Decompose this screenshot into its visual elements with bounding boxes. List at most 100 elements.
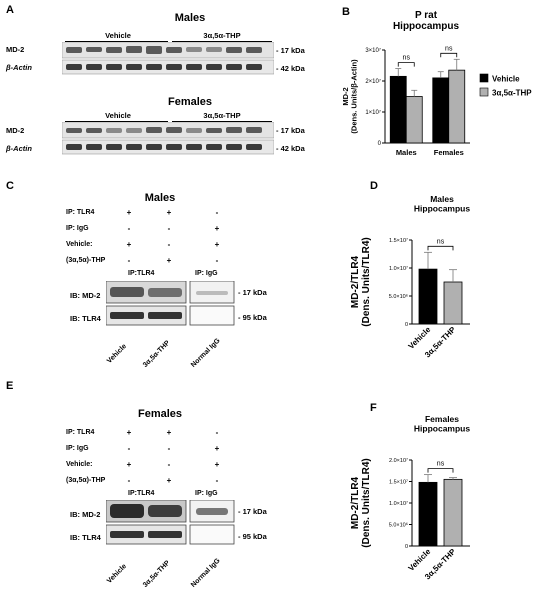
panel-a-females-kda-17: - 17 kDa (276, 126, 305, 135)
e-condition-sign: + (166, 476, 172, 485)
legend-swatch (479, 87, 489, 97)
c-condition-sign: + (166, 208, 172, 217)
panel-c-title: Males (144, 192, 176, 204)
c-condition-sign: + (126, 208, 132, 217)
y-axis-label: MD-2/TLR4(Dens. Units/TLR4) (350, 237, 372, 326)
y-axis-label: MD-2/TLR4(Dens. Units/TLR4) (350, 458, 372, 547)
panel-label-f: F (370, 402, 377, 414)
panel-a-females-group-vehicle: Vehicle (105, 111, 131, 120)
y-tick-label: 0 (405, 544, 408, 550)
group-line (65, 121, 168, 122)
y-tick-label: 2×10⁷ (365, 78, 381, 85)
panel-c-blot (106, 281, 235, 326)
c-condition-sign: - (167, 240, 171, 249)
panel-c-lane-normal-igg: Normal IgG (190, 337, 222, 369)
y-tick-label: 1.5×10⁷ (389, 237, 408, 244)
e-condition-sign: - (167, 460, 171, 469)
panel-d-chart: Males Hippocampus MD-2/TLR4(Dens. Units/TL… (350, 194, 470, 359)
e-condition-sign: + (166, 428, 172, 437)
c-condition-sign: + (214, 240, 220, 249)
significance-label: ns (403, 55, 411, 62)
panel-e-lane-vehicle: Vehicle (106, 562, 129, 585)
y-tick-label: 5.0×10⁶ (389, 293, 408, 300)
bar (432, 77, 450, 144)
panel-c-kda-17: - 17 kDa (238, 288, 267, 297)
significance-label: ns (445, 45, 453, 52)
e-condition-sign: - (167, 444, 171, 453)
panel-label-e: E (6, 380, 14, 392)
panel-a-females-row-actin: β-Actin (6, 144, 32, 153)
c-condition-label: (3α,5α)-THP (66, 257, 106, 264)
group-line (172, 41, 272, 42)
y-tick-label: 2.0×10⁷ (389, 457, 408, 464)
significance-bracket (427, 468, 454, 473)
panel-a-females-row-md2: MD-2 (6, 126, 25, 135)
panel-b-chart: P rat Hippocampus MD-2(Dens. Units/β-Actin… (341, 10, 532, 157)
e-condition-label: IP: IgG (66, 445, 89, 452)
bar (389, 75, 407, 144)
panel-label-d: D (370, 180, 378, 192)
group-line (172, 121, 272, 122)
chart-title: P rat Hippocampus (393, 10, 460, 32)
panel-e-ip-igg: IP: IgG (195, 490, 218, 497)
e-condition-label: (3α,5α)-THP (66, 477, 106, 484)
significance-bracket (440, 52, 458, 58)
panel-a-males-row-actin: β-Actin (6, 63, 32, 72)
e-condition-label: IP: TLR4 (66, 429, 95, 436)
panel-c-lane-thp: 3α,5α-THP (142, 339, 172, 369)
panel-e-blot (106, 500, 235, 545)
e-condition-sign: - (127, 476, 131, 485)
panel-a-males-title: Males (174, 12, 206, 24)
group-line (65, 41, 168, 42)
e-condition-sign: + (126, 428, 132, 437)
panel-a-males-group-thp: 3α,5α-THP (203, 31, 241, 40)
bar (448, 69, 466, 144)
c-condition-sign: - (215, 256, 219, 265)
legend-label: 3α,5α-THP (492, 89, 532, 98)
panel-f-chart: Females Hippocampus MD-2/TLR4(Dens. Units/… (350, 414, 470, 581)
panel-label-b: B (342, 6, 350, 18)
panel-a-females-title: Females (167, 96, 213, 108)
e-condition-label: Vehicle: (66, 461, 93, 468)
bar (405, 96, 423, 144)
x-tick-label: Females (434, 148, 464, 157)
panel-a-females-group-thp: 3α,5α-THP (203, 111, 241, 120)
y-tick-label: 5.0×10⁶ (389, 522, 408, 529)
panel-a-males-kda-42: - 42 kDa (276, 64, 305, 73)
panel-c-kda-95: - 95 kDa (238, 313, 267, 322)
panel-a-males-row-md2: MD-2 (6, 45, 25, 54)
panel-e-row-md2: IB: MD-2 (70, 510, 101, 519)
x-tick-label: Males (396, 148, 417, 157)
y-tick-label: 1.5×10⁷ (389, 479, 408, 486)
e-condition-sign: - (215, 428, 219, 437)
legend-label: Vehicle (492, 75, 520, 84)
panel-a-females-blot (62, 122, 274, 155)
panel-e-lane-thp: 3α,5α-THP (142, 559, 172, 589)
panel-a-males-group-vehicle: Vehicle (105, 31, 131, 40)
bar (443, 281, 463, 325)
panel-a-males-blot (62, 42, 274, 75)
y-axis-label: MD-2(Dens. Units/β-Actin) (341, 59, 359, 134)
e-condition-sign: + (214, 460, 220, 469)
panel-label-c: C (6, 180, 14, 192)
y-tick-label: 1.0×10⁷ (389, 265, 408, 272)
c-condition-label: IP: IgG (66, 225, 89, 232)
e-condition-sign: - (127, 444, 131, 453)
y-tick-label: 0 (378, 141, 382, 147)
panel-e-lane-normal-igg: Normal IgG (190, 557, 222, 589)
panel-e-kda-17: - 17 kDa (238, 507, 267, 516)
c-condition-sign: - (167, 224, 171, 233)
legend-swatch (479, 73, 489, 83)
significance-label: ns (437, 461, 445, 468)
e-condition-sign: + (126, 460, 132, 469)
c-condition-label: IP: TLR4 (66, 209, 95, 216)
bar (418, 481, 438, 547)
panel-a-females-kda-42: - 42 kDa (276, 144, 305, 153)
e-condition-sign: + (214, 444, 220, 453)
y-tick-label: 1×10⁷ (365, 109, 381, 116)
panel-e-kda-95: - 95 kDa (238, 532, 267, 541)
c-condition-sign: + (214, 224, 220, 233)
panel-e-row-tlr4: IB: TLR4 (70, 533, 101, 542)
panel-c-lane-vehicle: Vehicle (106, 342, 129, 365)
significance-label: ns (437, 238, 445, 245)
